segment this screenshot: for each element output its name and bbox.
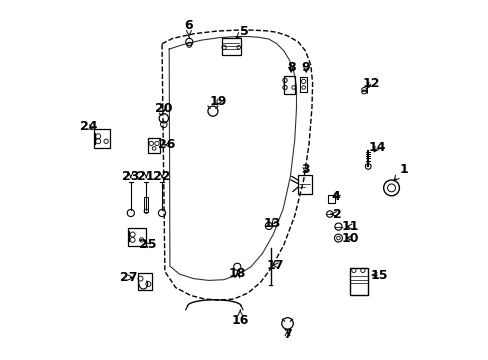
Text: 8: 8 <box>286 60 295 73</box>
Bar <box>297 175 311 194</box>
Text: 16: 16 <box>231 310 248 327</box>
Text: 4: 4 <box>331 190 340 203</box>
Text: 18: 18 <box>228 267 245 280</box>
Text: 5: 5 <box>236 25 248 38</box>
Text: 23: 23 <box>122 170 139 183</box>
Text: 17: 17 <box>265 259 283 272</box>
Text: 19: 19 <box>209 95 227 108</box>
Bar <box>327 195 334 203</box>
Bar <box>300 77 306 93</box>
Bar <box>128 228 145 246</box>
Text: 26: 26 <box>158 138 175 151</box>
Bar <box>284 76 294 94</box>
Text: 9: 9 <box>301 60 310 73</box>
Text: 11: 11 <box>341 220 358 233</box>
Text: 12: 12 <box>362 77 380 90</box>
Text: 6: 6 <box>184 19 193 36</box>
Text: 7: 7 <box>283 328 291 341</box>
Bar <box>144 197 148 212</box>
Text: 14: 14 <box>367 141 385 154</box>
Text: 21: 21 <box>137 170 155 183</box>
Text: 13: 13 <box>263 217 281 230</box>
Bar <box>222 38 240 55</box>
Text: 2: 2 <box>330 208 342 221</box>
Text: 27: 27 <box>120 271 138 284</box>
Bar <box>349 268 367 294</box>
Bar <box>147 138 160 153</box>
Text: 25: 25 <box>139 238 156 251</box>
Text: 10: 10 <box>341 231 358 244</box>
Bar <box>94 130 110 148</box>
Text: 3: 3 <box>301 163 309 176</box>
Text: 15: 15 <box>369 269 387 282</box>
Text: 1: 1 <box>393 163 407 181</box>
Text: 20: 20 <box>155 102 172 115</box>
Text: 22: 22 <box>153 170 170 183</box>
Text: 24: 24 <box>80 121 97 134</box>
Bar <box>137 273 152 290</box>
